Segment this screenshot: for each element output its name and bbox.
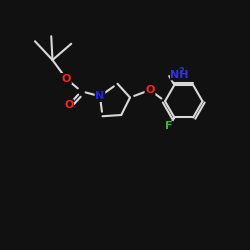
Text: O: O bbox=[62, 74, 71, 84]
Text: O: O bbox=[145, 85, 155, 95]
Text: NH: NH bbox=[170, 70, 189, 80]
Text: N: N bbox=[96, 91, 104, 101]
Text: O: O bbox=[64, 100, 74, 110]
Text: F: F bbox=[166, 122, 173, 132]
Text: N: N bbox=[96, 91, 104, 101]
Text: O: O bbox=[64, 100, 74, 110]
Text: 2: 2 bbox=[179, 67, 184, 76]
Text: O: O bbox=[62, 74, 71, 84]
Text: O: O bbox=[145, 85, 155, 95]
